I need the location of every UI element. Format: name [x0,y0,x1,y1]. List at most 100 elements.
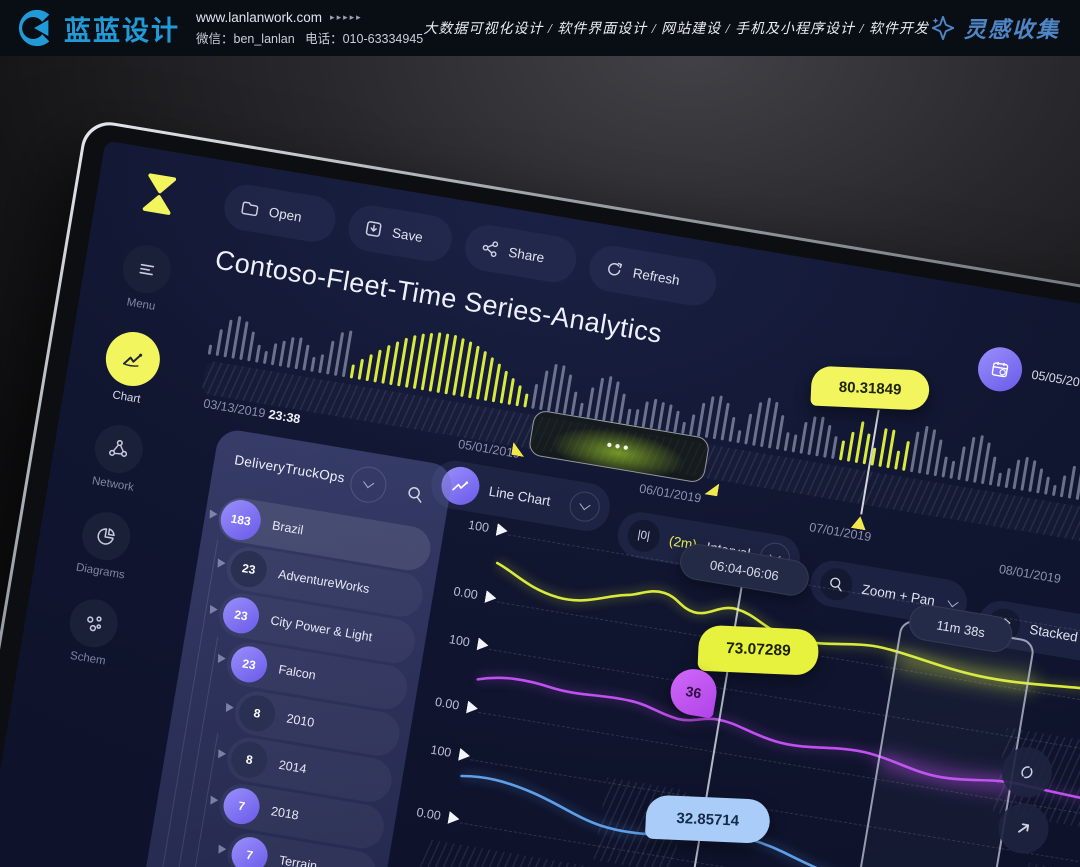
collapse-arrow-icon[interactable] [206,509,218,521]
sidebar-item-network[interactable] [91,421,147,477]
timeline-bar [523,393,529,408]
brush-right-handle[interactable] [704,481,719,496]
timeline-bar [491,363,501,403]
sidebar-item-menu[interactable] [119,241,175,297]
zoom-pan-button[interactable]: Zoom + Pan [806,557,971,629]
timeline-bar [1020,456,1029,491]
timeline-bar [247,331,255,362]
tree-search-button[interactable] [395,474,436,515]
timeline-bar [262,350,268,364]
app-logo-hourglass-icon[interactable] [140,170,179,219]
refresh-button[interactable]: Refresh [585,242,720,309]
timeline-bar [744,413,752,445]
timeline-bar [255,344,261,363]
timeline-bar [531,383,538,409]
timeline-bar [349,364,355,379]
timeline-bar [515,385,522,407]
timeline-bar [673,410,680,433]
open-external-button[interactable] [994,799,1053,858]
share-label: Share [507,244,546,265]
dashboard-screen: Open Save Share Refresh Contoso-Fleet-Ti… [0,140,1080,867]
tree-panel: DeliveryTruckOps 183 Brazil [120,427,455,867]
timeline-bar [783,431,790,452]
timeline-bar [807,415,817,456]
count-badge: 183 [217,497,264,544]
save-label: Save [391,224,424,245]
open-button[interactable]: Open [220,181,339,246]
timeline-bar [815,416,825,457]
timeline-bar [799,422,808,454]
collapse-arrow-icon[interactable] [222,703,234,715]
sidebar-item-diagrams[interactable] [78,508,134,564]
timeline-bar [625,408,632,425]
website-link[interactable]: www.lanlanwork.com [196,9,323,25]
date-range-badge[interactable]: 05/05/2019 05:19 - 0 [974,343,1080,415]
tree-item-label: AdventureWorks [277,567,371,597]
blue-value-badge: 32.85714 [644,794,771,844]
timeline-bar [207,344,212,355]
timeline-bar [373,349,382,383]
tree-item-label: City Power & Light [269,613,374,645]
date-range-label: 05/05/2019 05:19 - 0 [1030,367,1080,401]
count-badge: 7 [220,785,263,827]
timeline-date: 08/01/2019 [997,561,1062,587]
folder-icon [239,197,261,219]
timeline-bar [838,440,845,461]
count-badge: 23 [228,643,270,686]
collapse-arrow-icon[interactable] [215,844,227,856]
timeline-bar [570,390,578,416]
refresh-icon [604,259,625,280]
timeline-bar [1004,467,1011,489]
marker-value-badge: 80.31849 [810,365,930,411]
sidebar-label-schem: Schem [69,649,107,668]
timeline-bar [728,417,735,442]
timeline-bar [215,329,223,357]
share-button[interactable]: Share [461,221,580,286]
timeline-bar [902,440,910,471]
collapse-arrow-icon[interactable] [214,558,226,570]
timeline-bar [846,431,855,462]
timeline-bar [507,377,515,405]
timeline-bar [562,374,572,415]
timeline-marker-triangle[interactable] [851,515,868,530]
chart-type-select[interactable]: Line Chart [427,457,614,535]
timeline-bar [1067,465,1076,499]
collapse-arrow-icon[interactable] [214,749,226,761]
open-label: Open [267,204,303,225]
timeline-bar [688,414,695,436]
timeline-date: 06/01/2019 [638,481,703,506]
timeline-bar [270,343,277,366]
brand-name: 蓝蓝设计 [64,15,180,46]
sidebar-item-chart[interactable] [101,327,164,391]
start-time: 23:38 [267,407,302,427]
timeline-bar [1051,485,1057,497]
reset-zoom-button[interactable] [998,743,1056,802]
brand-logo-icon [14,7,56,49]
timeline-bar [933,439,943,477]
collapse-arrow-icon[interactable] [206,605,218,617]
tree-item-label: 2018 [269,804,300,823]
timeline-bar [586,387,594,419]
timeline-bar [1012,459,1020,490]
brush-handle-dots[interactable]: ••• [605,436,633,457]
timeline-bar [1044,476,1050,495]
inspiration-collect-button[interactable]: 灵感收集 [929,12,1060,44]
collapse-arrow-icon[interactable] [207,795,219,807]
search-icon [405,484,426,505]
collapse-arrow-icon[interactable] [214,654,226,666]
tree-collapse-button[interactable] [347,463,390,506]
share-icon [480,238,501,259]
sidebar-label-chart: Chart [111,389,142,406]
count-badge: 8 [236,692,278,735]
laptop-shell: Open Save Share Refresh Contoso-Fleet-Ti… [0,118,1080,867]
timeline-bar [665,403,673,432]
timeline-bar [278,340,286,367]
timeline-bar [326,341,335,375]
timeline-bar [649,399,657,429]
yellow-series-line [495,561,1080,708]
timeline-bar [696,403,705,437]
line-chart-icon [438,463,483,508]
save-button[interactable]: Save [345,202,456,265]
sidebar-item-schem[interactable] [66,595,122,651]
arrow-up-right-icon [1013,818,1034,839]
